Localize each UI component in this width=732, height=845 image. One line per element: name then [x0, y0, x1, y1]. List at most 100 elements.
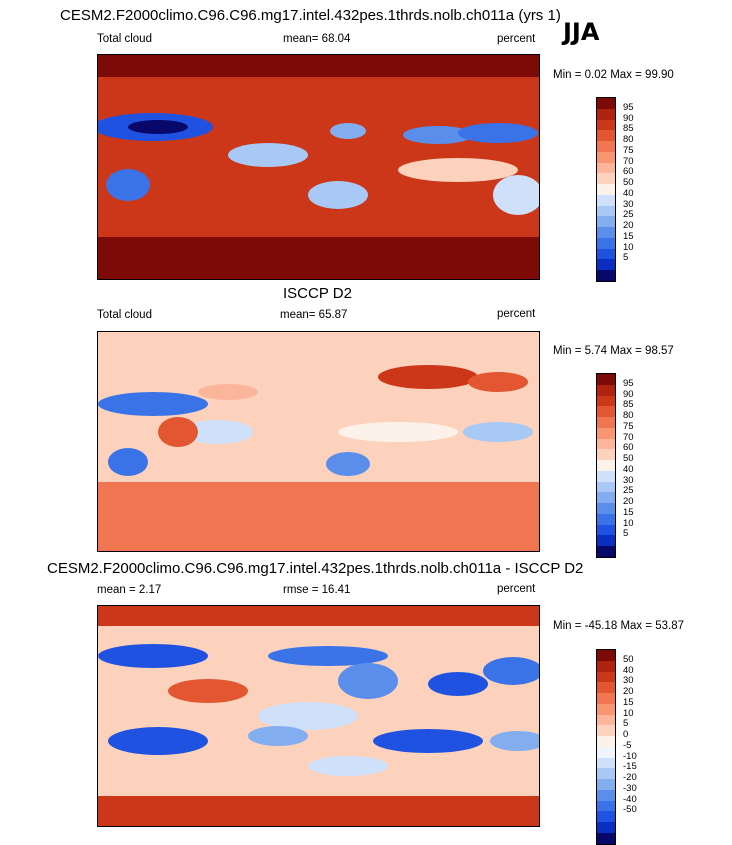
panel3-rmse-label: rmse = 16.41: [283, 584, 351, 596]
colorbar-tick-label: -5: [623, 739, 632, 751]
colorbar-tick-label: 40: [623, 664, 634, 676]
colorbar-tick-label: -50: [623, 804, 637, 816]
colorbar-swatch: [597, 162, 615, 174]
colorbar-swatch: [597, 671, 615, 683]
colorbar-swatch: [597, 108, 615, 120]
colorbar-swatch: [597, 693, 615, 704]
colorbar-swatch: [597, 406, 615, 417]
colorbar-tick-label: 25: [623, 485, 634, 497]
panel1-variable-label: Total cloud: [97, 33, 152, 45]
colorbar-tick-label: 50: [623, 653, 634, 665]
colorbar-swatch: [597, 822, 615, 833]
panel2-units-label: percent: [497, 308, 536, 320]
colorbar-swatch: [597, 384, 615, 396]
colorbar-tick-label: 15: [623, 230, 634, 242]
panel1-minmax: Min = 0.02 Max = 99.90: [553, 69, 674, 81]
panel1-colorbar: [596, 97, 616, 282]
panel1-units-label: percent: [497, 33, 536, 45]
colorbar-tick-label: 0: [623, 729, 629, 740]
colorbar-swatch: [597, 481, 615, 493]
colorbar-tick-label: 60: [623, 442, 634, 454]
panel2-variable-label: Total cloud: [97, 309, 152, 321]
colorbar-swatch: [597, 470, 615, 482]
colorbar-swatch: [597, 130, 615, 141]
colorbar-swatch: [597, 746, 615, 758]
panel2-minmax: Min = 5.74 Max = 98.57: [553, 345, 674, 357]
colorbar-swatch: [597, 259, 615, 270]
colorbar-tick-label: 40: [623, 463, 634, 475]
colorbar-tick-label: 80: [623, 410, 634, 421]
colorbar-swatch: [597, 449, 615, 460]
colorbar-swatch: [597, 270, 615, 281]
colorbar-tick-label: 5: [623, 252, 629, 264]
colorbar-tick-label: 20: [623, 220, 634, 231]
colorbar-tick-label: 70: [623, 155, 634, 167]
colorbar-tick-label: -15: [623, 761, 637, 773]
panel2-map: [97, 331, 540, 552]
colorbar-tick-label: 25: [623, 209, 634, 221]
colorbar-swatch: [597, 703, 615, 715]
colorbar-tick-label: 40: [623, 187, 634, 199]
colorbar-swatch: [597, 227, 615, 238]
colorbar-tick-label: 80: [623, 134, 634, 145]
colorbar-tick-label: 75: [623, 144, 634, 156]
colorbar-swatch: [597, 237, 615, 249]
colorbar-swatch: [597, 800, 615, 812]
colorbar-swatch: [597, 205, 615, 217]
colorbar-swatch: [597, 650, 615, 661]
colorbar-swatch: [597, 460, 615, 471]
colorbar-tick-label: 30: [623, 675, 634, 687]
colorbar-swatch: [597, 194, 615, 206]
colorbar-swatch: [597, 714, 615, 726]
colorbar-tick-label: 20: [623, 496, 634, 507]
colorbar-tick-label: 95: [623, 101, 634, 113]
colorbar-tick-label: 85: [623, 399, 634, 411]
colorbar-swatch: [597, 173, 615, 184]
colorbar-swatch: [597, 417, 615, 428]
colorbar-tick-label: 70: [623, 431, 634, 443]
panel1-mean-label: mean= 68.04: [283, 33, 351, 45]
colorbar-tick-label: 30: [623, 474, 634, 486]
colorbar-tick-label: 15: [623, 696, 634, 708]
colorbar-tick-label: 30: [623, 198, 634, 210]
colorbar-tick-label: 10: [623, 517, 634, 529]
season-label: JJA: [563, 18, 600, 46]
colorbar-swatch: [597, 768, 615, 779]
panel3-colorbar: [596, 649, 616, 845]
colorbar-tick-label: 75: [623, 420, 634, 432]
panel3-title: CESM2.F2000climo.C96.C96.mg17.intel.432p…: [47, 560, 584, 577]
colorbar-swatch: [597, 546, 615, 557]
colorbar-tick-label: 15: [623, 506, 634, 518]
colorbar-tick-label: 10: [623, 241, 634, 253]
colorbar-tick-label: 5: [623, 718, 629, 730]
colorbar-swatch: [597, 779, 615, 790]
panel3-map: [97, 605, 540, 827]
panel3-minmax: Min = -45.18 Max = 53.87: [553, 620, 685, 632]
panel1-map: [97, 54, 540, 280]
panel2-colorbar: [596, 373, 616, 558]
colorbar-swatch: [597, 119, 615, 131]
colorbar-swatch: [597, 438, 615, 450]
colorbar-swatch: [597, 524, 615, 536]
colorbar-swatch: [597, 736, 615, 747]
colorbar-swatch: [597, 427, 615, 439]
colorbar-swatch: [597, 374, 615, 385]
colorbar-swatch: [597, 395, 615, 407]
colorbar-swatch: [597, 248, 615, 260]
colorbar-tick-label: 50: [623, 177, 634, 188]
colorbar-tick-label: -10: [623, 750, 637, 762]
colorbar-tick-label: 90: [623, 388, 634, 400]
colorbar-swatch: [597, 682, 615, 693]
panel3-units-label: percent: [497, 583, 536, 595]
colorbar-tick-label: -40: [623, 793, 637, 805]
colorbar-swatch: [597, 503, 615, 514]
colorbar-swatch: [597, 725, 615, 736]
colorbar-tick-label: -30: [623, 782, 637, 794]
colorbar-tick-label: 85: [623, 123, 634, 135]
colorbar-tick-label: 50: [623, 453, 634, 464]
panel2-title: ISCCP D2: [283, 285, 352, 302]
panel3-map-field: [98, 606, 539, 826]
colorbar-swatch: [597, 535, 615, 546]
panel2-map-field: [98, 332, 539, 551]
panel3-mean-label: mean = 2.17: [97, 584, 162, 596]
